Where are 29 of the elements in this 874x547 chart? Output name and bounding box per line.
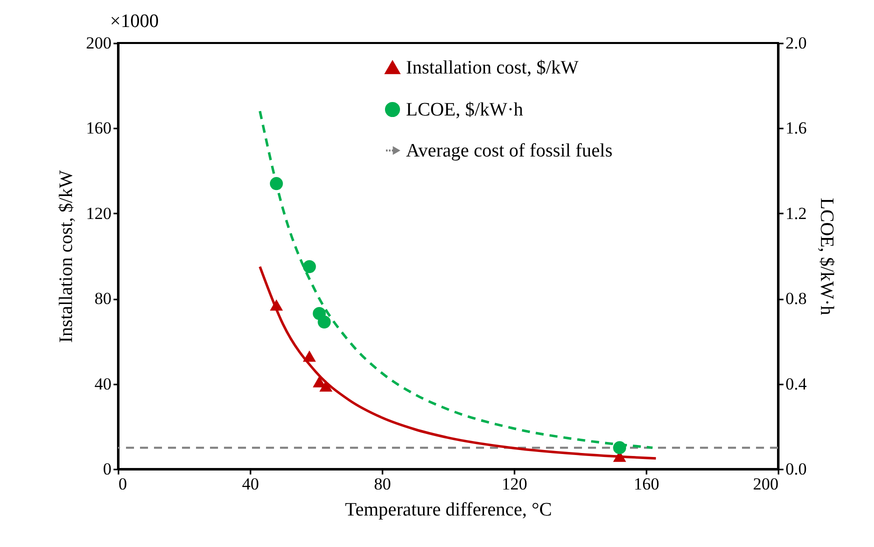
y-tick-label: 200 [86,34,112,52]
y-tick-label: 40 [94,374,112,394]
y2-tick-label: 0.4 [786,374,808,394]
x-tick-label: 80 [374,474,391,494]
legend-label: Installation cost, $/kW [406,58,579,78]
y2-tick-label: 1.2 [786,204,807,223]
y-tick-label: 120 [86,204,112,223]
y2-tick-label: 0.0 [786,460,807,478]
x-tick-label: 0 [118,474,127,494]
text: ×1000 [110,11,159,32]
point [302,260,316,274]
y2-tick-label: 2.0 [786,34,807,52]
legend-label: LCOE, $/kW·h [406,100,524,120]
x-tick-label: 40 [242,474,259,494]
y-tick-label: 0 [103,460,112,478]
y2-tick-label: 0.8 [786,289,807,308]
point [318,316,331,329]
line-series [258,265,658,460]
x-tick-label: 120 [502,474,528,494]
legend-label: Average cost of fossil fuels [406,140,612,162]
x-tick-label: 200 [753,474,778,494]
y2-axis-title: LCOE, $/kW·h [816,198,837,316]
point [302,350,316,362]
x-tick-label: 160 [634,474,660,494]
y-tick-label: 80 [94,289,112,308]
y-axis-title: Installation cost, $/kW [56,170,77,343]
x-axis-title: Temperature difference, °C [345,500,552,520]
y2-tick-label: 1.6 [786,118,807,138]
y-tick-label: 160 [86,118,112,138]
